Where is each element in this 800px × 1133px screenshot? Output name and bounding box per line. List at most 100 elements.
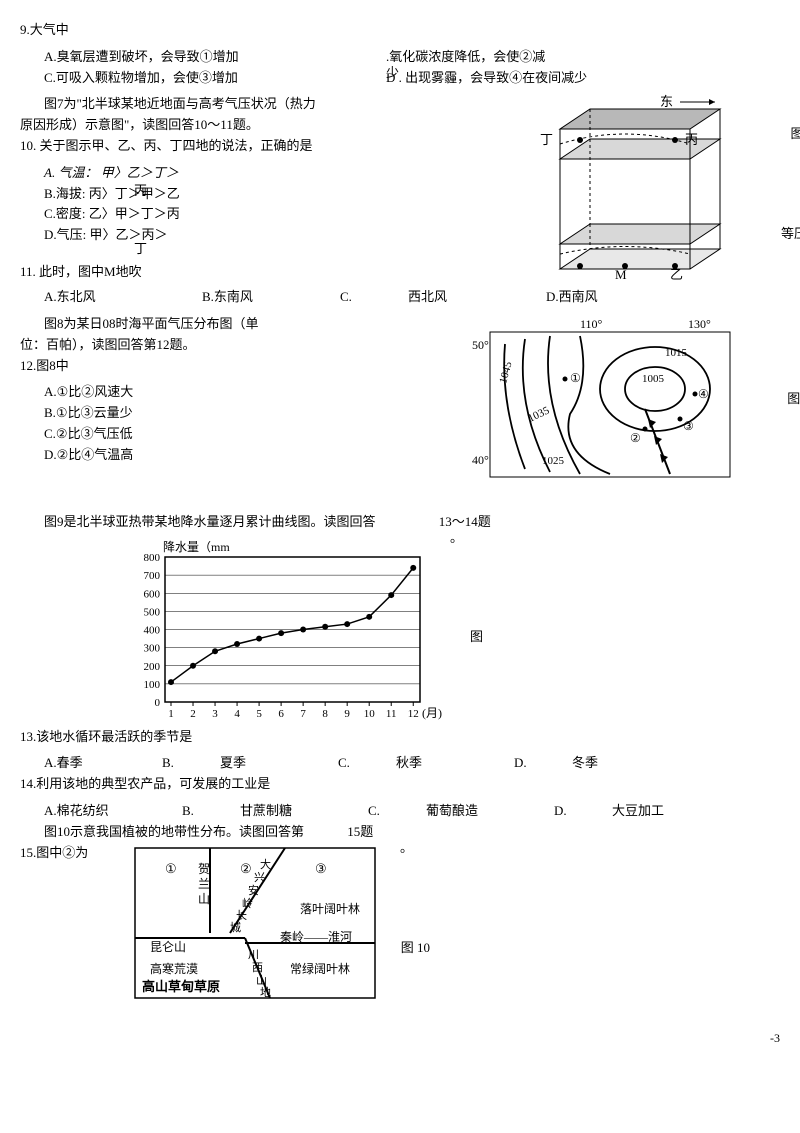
fig7-label: 图7: [790, 124, 800, 145]
q13-Dtxt: 冬季: [572, 753, 598, 774]
fig7-wrap: 东 丁 丙 M 乙 图7 等压面: [530, 94, 780, 291]
q12-optA: A.①比②风速大: [44, 382, 470, 403]
q13-C: C.: [338, 753, 368, 774]
svg-text:2: 2: [190, 708, 196, 720]
q10-stem: 10. 关于图示甲、乙、丙、丁四地的说法，正确的是: [20, 136, 530, 157]
q10-A2: 丙: [134, 181, 147, 202]
fig7-svg: 东 丁 丙 M 乙: [530, 94, 740, 284]
q11-optB: B.东南风: [202, 287, 312, 308]
fig8-p1015: 1015: [665, 347, 688, 359]
svg-text:500: 500: [144, 606, 161, 618]
fig10-gaoshan: 高山草甸草原: [142, 979, 220, 994]
fig9-intro: 图9是北半球亚热带某地降水量逐月累计曲线图。读图回答: [44, 514, 376, 529]
fig10-svg: ① ② ③ 贺 兰 山 大 兴 安 岭 长 城 落叶阔叶林 昆仑山 秦岭——淮河…: [130, 843, 380, 1003]
q12-optB: B.①比③云量少: [44, 403, 470, 424]
svg-text:(月): (月): [422, 706, 442, 720]
q11-optCtxt: 西北风: [408, 287, 518, 308]
svg-text:西: 西: [252, 962, 263, 974]
q14-Ctxt: 葡萄酿造: [426, 801, 526, 822]
q11-optA: A.东北风: [44, 287, 174, 308]
fig8-m1: ①: [570, 371, 581, 385]
fig7-sub: 等压面: [781, 224, 800, 245]
fig7-dong: 东: [660, 94, 673, 109]
fig10-dot: 。: [400, 838, 413, 859]
svg-text:5: 5: [256, 708, 262, 720]
svg-text:7: 7: [300, 708, 306, 720]
svg-text:6: 6: [278, 708, 284, 720]
fig10-changlv: 常绿阔叶林: [290, 961, 350, 976]
page-number: -3: [20, 1029, 780, 1048]
fig10-wrap: ① ② ③ 贺 兰 山 大 兴 安 岭 长 城 落叶阔叶林 昆仑山 秦岭——淮河…: [130, 843, 380, 1010]
q9-optB-suf: 少: [386, 63, 399, 84]
fig10-kunlun: 昆仑山: [150, 940, 186, 954]
fig7-yi: 乙: [670, 267, 683, 282]
fig10-gaohan: 高寒荒漠: [150, 961, 198, 976]
fig8-m2: ②: [630, 431, 641, 445]
svg-text:1: 1: [168, 708, 174, 720]
q11-optC: C.: [340, 287, 380, 308]
fig8-wrap: ① ② ③ ④ 1045 1035 1025 1015 1005 110° 13…: [470, 314, 780, 496]
fig10-qinling: 秦岭——淮河: [280, 930, 352, 944]
q14-B: B.: [182, 801, 212, 822]
svg-text:8: 8: [322, 708, 328, 720]
svg-text:兰: 兰: [198, 877, 210, 891]
q9-optB-pre: .氧化碳浓度降低，会使②减: [386, 49, 545, 64]
q13-Ctxt: 秋季: [396, 753, 486, 774]
q10-D1: D.气压: 甲〉乙＞丙＞: [44, 227, 168, 242]
fig10-intro: 图10示意我国植被的地带性分布。读图回答第: [44, 824, 304, 839]
q13-D: D.: [514, 753, 544, 774]
fig9-chart: 0100200300400500600700800123456789101112…: [120, 537, 450, 727]
svg-text:山: 山: [198, 892, 210, 906]
fig8-lon130: 130°: [688, 317, 711, 331]
svg-text:400: 400: [144, 624, 161, 636]
fig7-M: M: [615, 267, 627, 282]
fig9-circle: 。: [450, 528, 463, 549]
fig8-label: 图 8: [787, 389, 800, 410]
svg-text:4: 4: [234, 708, 240, 720]
svg-text:300: 300: [144, 642, 161, 654]
q14-Btxt: 甘蔗制糖: [240, 801, 340, 822]
fig8-m4: ④: [698, 387, 709, 401]
fig7-ding: 丁: [540, 132, 553, 147]
svg-text:9: 9: [344, 708, 350, 720]
fig10-daxing: 大: [260, 857, 271, 871]
q13-stem: 13.该地水循环最活跃的季节是: [20, 727, 780, 748]
fig7-intro2: 原因形成）示意图"，读图回答10〜11题。: [20, 115, 530, 136]
svg-text:岭: 岭: [242, 896, 253, 910]
svg-text:0: 0: [155, 697, 161, 709]
fig10-luoye: 落叶阔叶林: [300, 902, 360, 916]
q14-D: D.: [554, 801, 584, 822]
svg-text:兴: 兴: [254, 871, 265, 884]
q10-A1: A. 气温： 甲〉乙＞丁＞: [44, 165, 179, 180]
fig10-m2: ②: [240, 861, 252, 876]
fig10-label: 图 10: [401, 938, 430, 959]
svg-text:800: 800: [144, 552, 161, 564]
q14-A: A.棉花纺织: [44, 801, 154, 822]
q12-optD: D.②比④气温高: [44, 445, 470, 466]
q9-stem: 9.大气中: [20, 20, 780, 41]
svg-text:山: 山: [256, 974, 267, 987]
q10-optA: A. 气温： 甲〉乙＞丁＞: [44, 163, 530, 184]
q11-stem: 11. 此时，图中M地吹: [20, 262, 530, 283]
fig8-p1005: 1005: [642, 373, 665, 385]
fig10-m3: ③: [315, 861, 327, 876]
svg-text:100: 100: [144, 678, 161, 690]
svg-text:11: 11: [386, 708, 397, 720]
fig8-intro1: 图8为某日08时海平面气压分布图（单: [44, 314, 470, 335]
svg-text:12: 12: [408, 708, 419, 720]
fig8-m3: ③: [683, 419, 694, 433]
svg-text:川: 川: [248, 949, 259, 961]
q9-optA: A.臭氧层遭到破坏，会导致①增加: [44, 47, 386, 68]
q12-stem: 12.图8中: [20, 356, 470, 377]
fig8-lon110: 110°: [580, 317, 603, 331]
q15-stem: 15.图中②为: [20, 843, 130, 864]
svg-text:600: 600: [144, 588, 161, 600]
fig7-bing: 丙: [685, 132, 698, 147]
svg-text:地: 地: [260, 986, 271, 999]
fig9-side: 图: [470, 627, 483, 648]
q14-C: C.: [368, 801, 398, 822]
svg-text:安: 安: [248, 883, 259, 897]
q13-B: B.: [162, 753, 192, 774]
svg-text:700: 700: [144, 570, 161, 582]
q10-optD: D.气压: 甲〉乙＞丙＞: [44, 225, 530, 246]
